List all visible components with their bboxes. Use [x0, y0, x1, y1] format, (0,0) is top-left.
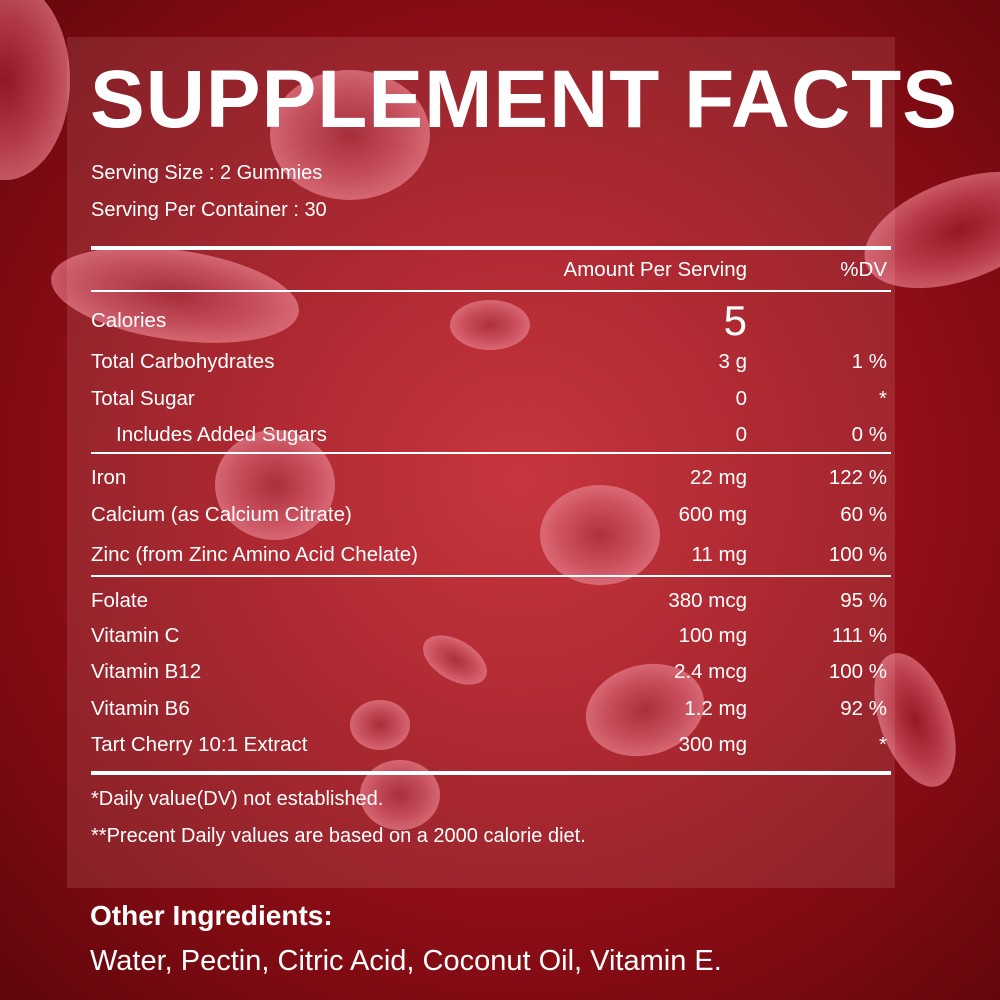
nutrient-name: Calcium (as Calcium Citrate) [91, 503, 352, 526]
nutrient-name: Vitamin B12 [91, 660, 202, 683]
divider [91, 452, 891, 454]
nutrient-amount: 600 mg [678, 503, 747, 526]
nutrient-dv: 100 % [828, 543, 887, 566]
serving-size: Serving Size : 2 Gummies [91, 162, 323, 184]
divider [91, 771, 891, 775]
table-row: Vitamin C 100 mg 111 % [91, 621, 887, 651]
nutrient-amount: 2.4 mcg [674, 660, 747, 683]
nutrient-dv: 0 % [851, 423, 887, 446]
supplement-facts-panel [67, 37, 895, 888]
footnote: *Daily value(DV) not established. [91, 788, 384, 810]
nutrient-dv: 100 % [828, 660, 887, 683]
nutrient-name: Iron [91, 466, 127, 489]
nutrient-amount: 11 mg [691, 543, 747, 566]
table-row: Vitamin B6 1.2 mg 92 % [91, 694, 887, 724]
dv-header: %DV [840, 258, 887, 281]
page-title: SUPPLEMENT FACTS [90, 54, 958, 145]
nutrient-name: Zinc (from Zinc Amino Acid Chelate) [91, 543, 418, 566]
nutrient-dv: * [879, 387, 887, 410]
nutrient-name: Calories [91, 309, 167, 332]
table-row: Iron 22 mg 122 % [91, 463, 887, 493]
table-row: Zinc (from Zinc Amino Acid Chelate) 11 mg… [91, 540, 887, 570]
nutrient-amount: 300 mg [678, 733, 747, 756]
nutrient-dv: 60 % [840, 503, 887, 526]
divider [91, 246, 891, 250]
nutrient-amount: 380 mcg [668, 589, 747, 612]
table-row: Tart Cherry 10:1 Extract 300 mg * [91, 730, 887, 760]
table-row: Folate 380 mcg 95 % [91, 586, 887, 616]
nutrient-amount: 22 mg [690, 466, 747, 489]
table-row: Vitamin B12 2.4 mcg 100 % [91, 657, 887, 687]
table-row: Total Carbohydrates 3 g 1 % [91, 347, 887, 377]
other-ingredients-title: Other Ingredients: [90, 900, 333, 931]
amount-header: Amount Per Serving [563, 258, 747, 281]
divider [91, 290, 891, 292]
nutrient-amount: 1.2 mg [684, 697, 747, 720]
table-row: Includes Added Sugars 0 0 % [91, 420, 887, 450]
nutrient-dv: 95 % [840, 589, 887, 612]
nutrient-dv: 111 % [831, 624, 887, 647]
table-row: Calcium (as Calcium Citrate) 600 mg 60 % [91, 500, 887, 530]
footnote: **Precent Daily values are based on a 20… [91, 825, 586, 847]
table-row: Calories 5 [91, 297, 887, 344]
nutrient-amount: 3 g [718, 350, 748, 373]
nutrient-amount: 0 [735, 423, 747, 446]
nutrient-dv: 122 % [828, 466, 887, 489]
nutrient-amount: 5 [723, 297, 747, 344]
other-ingredients-list: Water, Pectin, Citric Acid, Coconut Oil,… [90, 945, 722, 977]
table-header: Amount Per Serving %DV [91, 255, 887, 285]
nutrient-dv: * [879, 733, 887, 756]
nutrient-amount: 0 [735, 387, 747, 410]
nutrient-name: Includes Added Sugars [116, 423, 327, 446]
nutrient-name: Folate [91, 589, 148, 612]
nutrient-name: Vitamin C [91, 624, 180, 647]
nutrient-dv: 92 % [840, 697, 887, 720]
nutrient-name: Tart Cherry 10:1 Extract [91, 733, 308, 756]
nutrient-dv: 1 % [851, 350, 887, 373]
nutrient-amount: 100 mg [678, 624, 747, 647]
table-row: Total Sugar 0 * [91, 384, 887, 414]
nutrient-name: Total Sugar [91, 387, 195, 410]
divider [91, 575, 891, 577]
nutrient-name: Total Carbohydrates [91, 350, 275, 373]
nutrient-name: Vitamin B6 [91, 697, 190, 720]
servings-per-container: Serving Per Container : 30 [91, 199, 327, 221]
